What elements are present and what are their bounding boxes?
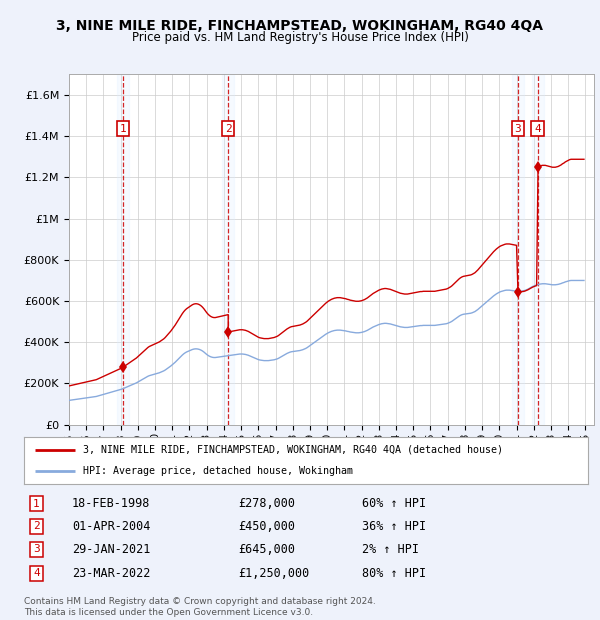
Text: £1,250,000: £1,250,000 bbox=[238, 567, 310, 580]
Text: 1: 1 bbox=[33, 498, 40, 508]
Text: 2: 2 bbox=[225, 124, 232, 134]
Text: £645,000: £645,000 bbox=[238, 543, 295, 556]
Text: 3: 3 bbox=[33, 544, 40, 554]
Bar bbox=[532, 74, 544, 425]
Text: HPI: Average price, detached house, Wokingham: HPI: Average price, detached house, Woki… bbox=[83, 466, 353, 476]
Bar bbox=[116, 74, 129, 425]
Text: Price paid vs. HM Land Registry's House Price Index (HPI): Price paid vs. HM Land Registry's House … bbox=[131, 31, 469, 44]
Bar bbox=[512, 74, 524, 425]
Text: 4: 4 bbox=[534, 124, 541, 134]
Text: 23-MAR-2022: 23-MAR-2022 bbox=[72, 567, 151, 580]
Text: 01-APR-2004: 01-APR-2004 bbox=[72, 520, 151, 533]
Text: 3, NINE MILE RIDE, FINCHAMPSTEAD, WOKINGHAM, RG40 4QA: 3, NINE MILE RIDE, FINCHAMPSTEAD, WOKING… bbox=[56, 19, 544, 33]
Text: 2% ↑ HPI: 2% ↑ HPI bbox=[362, 543, 419, 556]
Text: 3: 3 bbox=[514, 124, 521, 134]
Text: Contains HM Land Registry data © Crown copyright and database right 2024.
This d: Contains HM Land Registry data © Crown c… bbox=[24, 598, 376, 617]
Text: £450,000: £450,000 bbox=[238, 520, 295, 533]
Text: 36% ↑ HPI: 36% ↑ HPI bbox=[362, 520, 427, 533]
Text: 80% ↑ HPI: 80% ↑ HPI bbox=[362, 567, 427, 580]
Bar bbox=[222, 74, 234, 425]
Text: 3, NINE MILE RIDE, FINCHAMPSTEAD, WOKINGHAM, RG40 4QA (detached house): 3, NINE MILE RIDE, FINCHAMPSTEAD, WOKING… bbox=[83, 445, 503, 454]
Text: 4: 4 bbox=[33, 569, 40, 578]
Text: £278,000: £278,000 bbox=[238, 497, 295, 510]
Text: 2: 2 bbox=[33, 521, 40, 531]
Text: 60% ↑ HPI: 60% ↑ HPI bbox=[362, 497, 427, 510]
Text: 1: 1 bbox=[119, 124, 126, 134]
Text: 18-FEB-1998: 18-FEB-1998 bbox=[72, 497, 151, 510]
Text: 29-JAN-2021: 29-JAN-2021 bbox=[72, 543, 151, 556]
